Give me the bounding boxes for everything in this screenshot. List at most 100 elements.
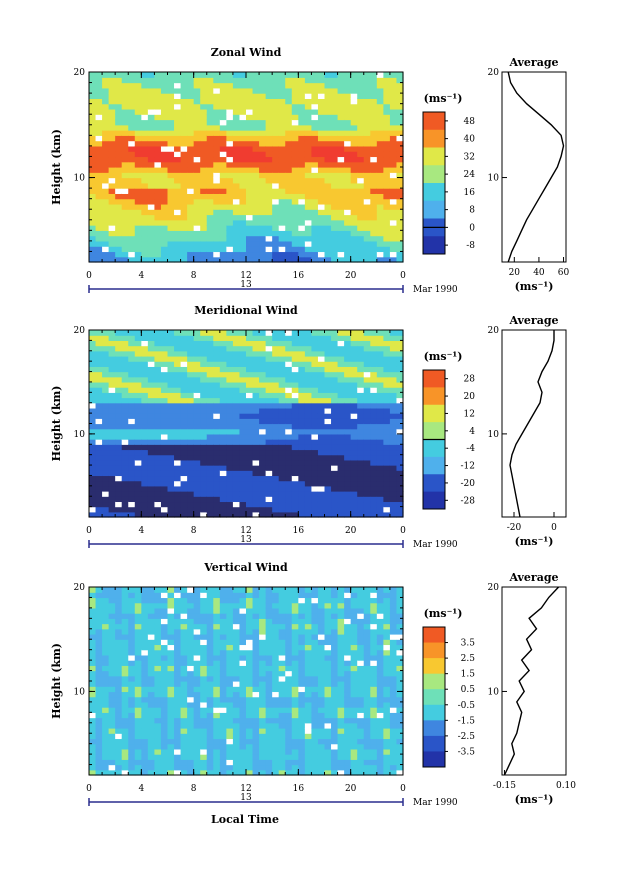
heatmap-cell xyxy=(298,203,306,210)
heatmap-cell xyxy=(147,345,156,352)
heatmap-cell xyxy=(239,98,247,105)
heatmap-cell xyxy=(219,587,227,593)
heatmap-cell xyxy=(102,418,110,425)
heatmap-cell xyxy=(304,77,313,84)
x-tick-label: 12 xyxy=(240,526,251,536)
heatmap-cell xyxy=(193,743,201,750)
heatmap-cell xyxy=(193,140,201,147)
heatmap-cell xyxy=(108,506,116,513)
heatmap-cell xyxy=(134,219,142,226)
heatmap-cell xyxy=(298,475,306,482)
heatmap-cell xyxy=(180,402,188,409)
heatmap-cell xyxy=(272,433,280,440)
heatmap-cell xyxy=(108,413,116,419)
heatmap-cell xyxy=(246,145,254,152)
heatmap-cell xyxy=(141,738,149,745)
heatmap-cell xyxy=(95,454,103,461)
heatmap-cell xyxy=(95,361,103,367)
heatmap-cell xyxy=(265,219,273,226)
heatmap-cell xyxy=(206,433,214,440)
heatmap-cell xyxy=(213,355,221,362)
heatmap-cell xyxy=(311,98,319,105)
heatmap-cell xyxy=(141,423,149,430)
heatmap-cell xyxy=(370,225,378,231)
heatmap-cell xyxy=(357,130,365,136)
heatmap-cell xyxy=(370,82,378,89)
heatmap-cell xyxy=(232,470,241,477)
heatmap-cell xyxy=(160,733,169,740)
heatmap-cell xyxy=(174,743,182,750)
heatmap-cell xyxy=(128,355,136,362)
heatmap-cell xyxy=(147,198,156,205)
heatmap-cell xyxy=(232,764,241,771)
heatmap-cell xyxy=(278,444,286,451)
heatmap-cell xyxy=(180,114,188,121)
heatmap-cell xyxy=(331,256,339,263)
heatmap-cell xyxy=(383,82,391,89)
heatmap-cell xyxy=(154,114,162,121)
heatmap-cell xyxy=(272,350,280,357)
heatmap-cell xyxy=(115,161,123,168)
heatmap-cell xyxy=(350,230,358,237)
heatmap-cell xyxy=(344,77,352,84)
heatmap-cell xyxy=(304,350,313,357)
heatmap-cell xyxy=(396,470,404,477)
heatmap-cell xyxy=(239,491,247,497)
heatmap-cell xyxy=(396,402,404,409)
heatmap-cell xyxy=(291,738,299,745)
heatmap-cell xyxy=(160,496,169,503)
heatmap-cell xyxy=(265,240,273,247)
heatmap-cell xyxy=(134,214,142,221)
heatmap-cell xyxy=(89,470,97,477)
heatmap-cell xyxy=(141,639,149,646)
heatmap-cell xyxy=(213,135,221,142)
heatmap-cell xyxy=(383,219,391,226)
heatmap-cell xyxy=(285,124,293,131)
heatmap-cell xyxy=(232,230,241,237)
heatmap-cell xyxy=(370,485,378,492)
heatmap-cell xyxy=(102,177,110,184)
heatmap-cell xyxy=(102,759,110,766)
heatmap-cell xyxy=(187,130,195,136)
heatmap-cell xyxy=(160,345,169,352)
heatmap-cell xyxy=(102,634,110,640)
heatmap-cell xyxy=(252,769,260,776)
heatmap-cell xyxy=(311,188,319,194)
heatmap-cell xyxy=(115,355,123,362)
heatmap-cell xyxy=(278,72,286,78)
heatmap-cell xyxy=(121,246,129,253)
heatmap-cell xyxy=(324,214,332,221)
heatmap-cell xyxy=(95,423,103,430)
heatmap-cell xyxy=(147,722,156,729)
heatmap-cell xyxy=(232,759,241,766)
heatmap-cell xyxy=(232,350,241,357)
heatmap-cell xyxy=(357,501,365,508)
heatmap-cell xyxy=(272,108,280,115)
heatmap-cell xyxy=(396,480,404,487)
heatmap-cell xyxy=(167,355,175,362)
heatmap-cell xyxy=(121,587,129,593)
heatmap-cell xyxy=(141,98,149,105)
heatmap-cell xyxy=(115,675,123,682)
heatmap-cell xyxy=(383,172,391,179)
heatmap-cell xyxy=(337,182,345,189)
heatmap-cell xyxy=(291,475,299,482)
heatmap-cell xyxy=(246,103,254,110)
heatmap-cell xyxy=(291,214,299,221)
heatmap-cell xyxy=(219,225,227,231)
heatmap-cell xyxy=(147,172,156,179)
heatmap-cell xyxy=(396,161,404,168)
heatmap-cell xyxy=(304,413,313,419)
heatmap-cell xyxy=(331,182,339,189)
heatmap-cell xyxy=(108,701,116,708)
heatmap-cell xyxy=(95,93,103,99)
heatmap-cell xyxy=(259,670,267,677)
heatmap-cell xyxy=(363,203,371,210)
heatmap-cell xyxy=(357,330,365,336)
heatmap-cell xyxy=(331,98,339,105)
heatmap-cell xyxy=(89,644,97,651)
colorbar-tick-label: -12 xyxy=(461,462,476,472)
heatmap-cell xyxy=(102,230,110,237)
heatmap-cell xyxy=(193,72,201,78)
heatmap-cell xyxy=(291,350,299,357)
